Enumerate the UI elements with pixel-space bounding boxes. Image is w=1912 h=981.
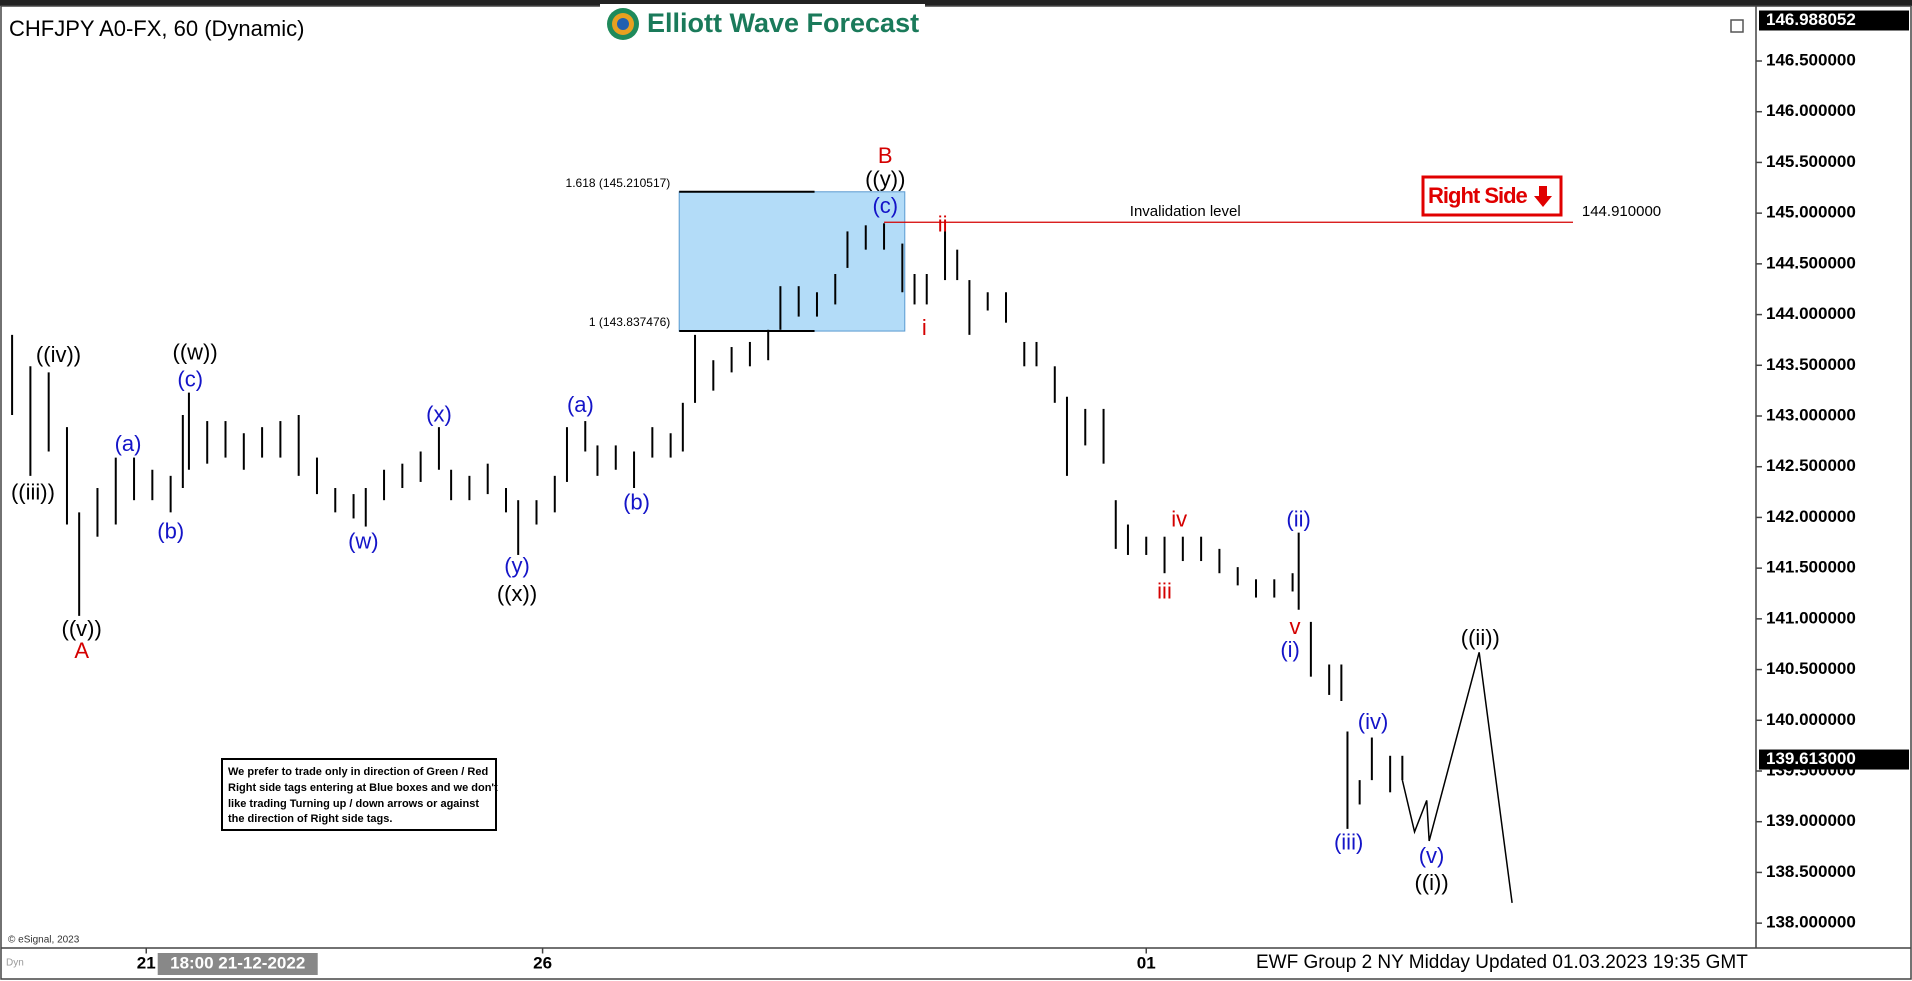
invalidation-value: 144.910000 <box>1582 203 1661 220</box>
wave-label: (iv) <box>1358 709 1389 734</box>
wave-label: ((ii)) <box>1461 625 1500 650</box>
wave-label: iv <box>1171 506 1187 531</box>
y-tick-label: 146.000000 <box>1766 101 1856 120</box>
y-tick-label: 141.000000 <box>1766 608 1856 627</box>
y-tick-label: 139.000000 <box>1766 811 1856 830</box>
brand-name: Elliott Wave Forecast <box>647 8 919 38</box>
wave-label: (v) <box>1419 843 1445 868</box>
note-line: We prefer to trade only in direction of … <box>228 766 488 778</box>
y-tick-label: 145.500000 <box>1766 152 1856 171</box>
tag-arrow <box>1534 186 1552 207</box>
y-tick-label: 141.500000 <box>1766 558 1856 577</box>
y-tick-label: 138.500000 <box>1766 862 1856 881</box>
wave-label: iii <box>1157 578 1172 603</box>
fib-label: 1 (143.837476) <box>589 315 670 329</box>
wave-label: ((y)) <box>865 166 905 191</box>
wave-label: (y) <box>504 553 530 578</box>
chart-title: CHFJPY A0-FX, 60 (Dynamic) <box>9 16 304 41</box>
x-tick-label: 21 <box>137 953 156 972</box>
y-tick-label: 138.000000 <box>1766 913 1856 932</box>
panel-icon[interactable] <box>1730 19 1744 33</box>
x-tick-label: 01 <box>1137 953 1156 972</box>
wave-label: (iii) <box>1334 830 1363 855</box>
note-box <box>221 758 497 831</box>
wave-label: (c) <box>872 193 898 218</box>
wave-label: (c) <box>177 366 203 391</box>
y-tick-label: 142.500000 <box>1766 456 1856 475</box>
wave-label: ((x)) <box>497 581 537 606</box>
wave-label: (b) <box>623 489 650 514</box>
y-tick-label: 143.500000 <box>1766 355 1856 374</box>
tag-text: Right Side <box>1428 183 1528 208</box>
crosshair-box <box>157 953 318 975</box>
logo-core <box>617 18 629 30</box>
top-border <box>0 0 1912 6</box>
note-line: like trading Turning up / down arrows or… <box>228 798 479 810</box>
wave-label: (x) <box>426 402 452 427</box>
wave-label: (ii) <box>1286 506 1310 531</box>
y-tick-label: 144.000000 <box>1766 304 1856 323</box>
wave-label: B <box>878 143 893 168</box>
y-tick-label: 140.500000 <box>1766 659 1856 678</box>
brand-bg <box>600 4 925 44</box>
invalidation-label: Invalidation level <box>1130 203 1241 220</box>
wave-label: (w) <box>348 528 379 553</box>
wave-label: (i) <box>1280 637 1300 662</box>
wave-label: v <box>1289 614 1300 639</box>
x-tick-label: 26 <box>533 953 552 972</box>
corner-label: Dyn <box>6 958 24 969</box>
y-tick-label: 143.000000 <box>1766 405 1856 424</box>
wave-label: (b) <box>157 519 184 544</box>
axis-top-box <box>1759 10 1909 31</box>
fib-box <box>678 191 906 332</box>
wave-label: ((iii)) <box>11 480 55 505</box>
brand: Elliott Wave Forecast <box>600 4 925 44</box>
y-tick-label: 140.000000 <box>1766 710 1856 729</box>
wave-label: ((v)) <box>62 616 102 641</box>
last-price-label: 139.613000 <box>1766 749 1856 768</box>
y-tick-label: 146.500000 <box>1766 50 1856 69</box>
wave-label: (a) <box>567 392 594 417</box>
y-tick-label: 145.000000 <box>1766 203 1856 222</box>
copyright: © eSignal, 2023 <box>8 935 80 946</box>
y-tick-label: 142.000000 <box>1766 507 1856 526</box>
wave-label: ii <box>938 211 948 236</box>
last-price-box <box>1759 749 1909 770</box>
wave-label: ((iv)) <box>36 342 81 367</box>
footer: EWF Group 2 NY Midday Updated 01.03.2023… <box>1256 952 1748 973</box>
note: We prefer to trade only in direction of … <box>221 758 498 831</box>
right-side-tag: Right Side <box>1421 175 1563 217</box>
wave-label: A <box>74 638 89 663</box>
wave-label: ((w)) <box>173 339 218 364</box>
frame <box>0 5 1912 980</box>
crosshair-label: 18:00 21-12-2022 <box>170 953 305 972</box>
wave-label: ((i)) <box>1414 870 1448 895</box>
y-tick-label: 144.500000 <box>1766 253 1856 272</box>
projection-path <box>1401 652 1513 903</box>
wave-label: (a) <box>115 431 142 456</box>
axis-top-label: 146.988052 <box>1766 10 1856 29</box>
note-line: Right side tags entering at Blue boxes a… <box>228 782 498 794</box>
fib-label: 1.618 (145.210517) <box>566 176 671 190</box>
note-line: the direction of Right side tags. <box>228 813 392 825</box>
wave-label: i <box>922 315 927 340</box>
